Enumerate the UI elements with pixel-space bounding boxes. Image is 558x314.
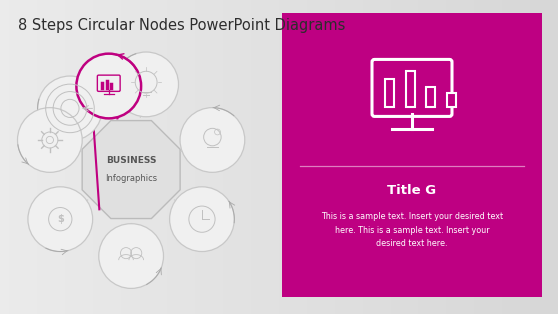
- Bar: [426, 87, 435, 107]
- Bar: [242, 0, 252, 314]
- Bar: [121, 0, 131, 314]
- Bar: [437, 0, 448, 314]
- Bar: [0, 0, 10, 314]
- Circle shape: [37, 76, 102, 141]
- Text: $: $: [57, 214, 64, 224]
- Circle shape: [28, 187, 93, 252]
- Bar: [140, 0, 150, 314]
- Bar: [205, 0, 215, 314]
- Bar: [344, 0, 354, 314]
- FancyBboxPatch shape: [372, 59, 452, 116]
- Circle shape: [99, 224, 163, 289]
- Text: Infographics: Infographics: [105, 174, 157, 183]
- Bar: [223, 0, 233, 314]
- Bar: [406, 71, 415, 107]
- Bar: [279, 0, 289, 314]
- Circle shape: [17, 108, 82, 172]
- Bar: [493, 0, 503, 314]
- Bar: [540, 0, 550, 314]
- Bar: [530, 0, 540, 314]
- Circle shape: [114, 52, 179, 117]
- Bar: [130, 0, 141, 314]
- Bar: [93, 0, 103, 314]
- Bar: [37, 0, 47, 314]
- Text: This is a sample text. Insert your desired text
here. This is a sample text. Ins: This is a sample text. Insert your desir…: [321, 212, 503, 248]
- Bar: [56, 0, 66, 314]
- Bar: [28, 0, 38, 314]
- Bar: [102, 0, 113, 314]
- Bar: [502, 0, 512, 314]
- FancyBboxPatch shape: [282, 13, 542, 297]
- Bar: [372, 0, 382, 314]
- Bar: [46, 0, 57, 314]
- Bar: [288, 0, 299, 314]
- Polygon shape: [82, 121, 180, 219]
- Bar: [512, 0, 522, 314]
- Bar: [195, 0, 205, 314]
- Bar: [521, 0, 531, 314]
- Circle shape: [180, 108, 245, 172]
- Bar: [297, 0, 308, 314]
- Circle shape: [170, 187, 234, 252]
- Bar: [465, 0, 475, 314]
- Bar: [158, 0, 169, 314]
- Bar: [391, 0, 401, 314]
- Bar: [9, 0, 20, 314]
- Bar: [381, 0, 392, 314]
- Bar: [474, 0, 484, 314]
- Bar: [18, 0, 29, 314]
- Bar: [177, 0, 187, 314]
- Bar: [325, 0, 336, 314]
- Bar: [149, 0, 159, 314]
- Bar: [251, 0, 261, 314]
- Bar: [409, 0, 420, 314]
- Bar: [307, 0, 317, 314]
- Bar: [270, 0, 280, 314]
- Bar: [233, 0, 243, 314]
- Bar: [353, 0, 364, 314]
- Bar: [186, 0, 196, 314]
- Text: Title G: Title G: [387, 184, 436, 198]
- Bar: [316, 0, 326, 314]
- Bar: [84, 0, 94, 314]
- Bar: [363, 0, 373, 314]
- Bar: [418, 0, 429, 314]
- Bar: [400, 0, 410, 314]
- Bar: [112, 0, 122, 314]
- Bar: [261, 0, 271, 314]
- Circle shape: [76, 54, 141, 118]
- Bar: [335, 0, 345, 314]
- Bar: [446, 93, 455, 107]
- Text: BUSINESS: BUSINESS: [106, 156, 156, 165]
- Text: 8 Steps Circular Nodes PowerPoint Diagrams: 8 Steps Circular Nodes PowerPoint Diagra…: [18, 18, 345, 33]
- Bar: [385, 79, 394, 107]
- Bar: [74, 0, 85, 314]
- Bar: [214, 0, 224, 314]
- Bar: [456, 0, 466, 314]
- Bar: [65, 0, 75, 314]
- Bar: [549, 0, 558, 314]
- Bar: [428, 0, 438, 314]
- Bar: [167, 0, 177, 314]
- Bar: [446, 0, 456, 314]
- Bar: [484, 0, 494, 314]
